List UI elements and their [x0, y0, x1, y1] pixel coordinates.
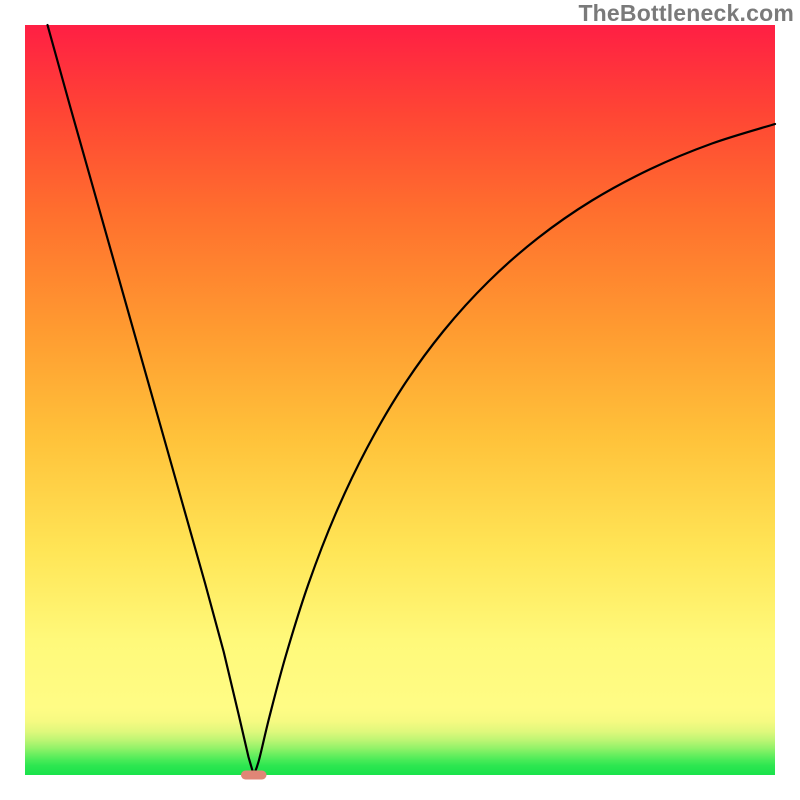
plot-background-gradient [25, 25, 775, 775]
chart-container: TheBottleneck.com [0, 0, 800, 800]
watermark-text: TheBottleneck.com [578, 0, 794, 27]
